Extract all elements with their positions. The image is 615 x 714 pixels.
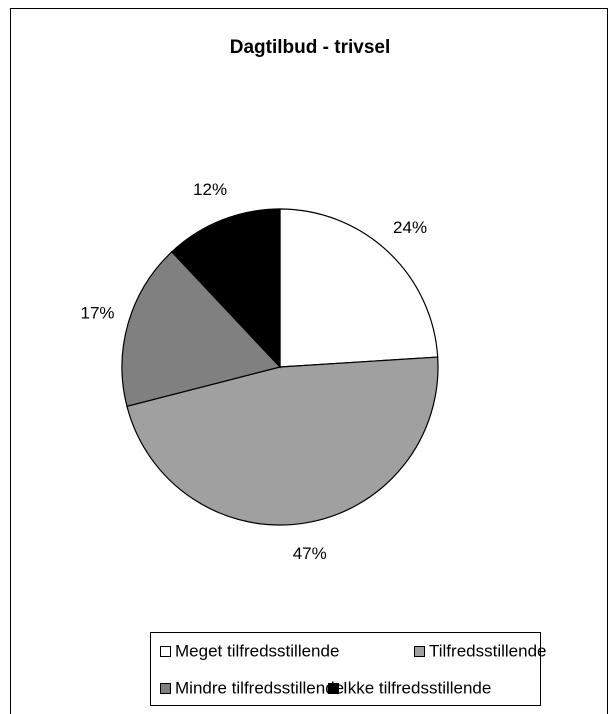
legend-label: Meget tilfredsstillende [175, 641, 339, 660]
data-label: 24% [393, 218, 427, 237]
pie-slice [121, 250, 282, 408]
legend-box [150, 632, 541, 706]
pie-slice [279, 208, 439, 368]
data-label: 12% [193, 180, 227, 199]
legend-swatch [328, 683, 339, 694]
legend-label: Ikke tilfredsstillende [343, 678, 491, 697]
data-label: 17% [81, 303, 115, 322]
legend-label: Tilfredsstillende [429, 641, 546, 660]
chart-title: Dagtilbud - trivsel [230, 37, 390, 58]
pie-slice [126, 356, 439, 526]
legend-swatch [414, 646, 425, 657]
pie-slice [170, 208, 281, 369]
legend-label: Mindre tilfredsstillende [175, 678, 344, 697]
legend-swatch [160, 646, 171, 657]
data-label: 47% [293, 544, 327, 563]
legend-swatch [160, 683, 171, 694]
